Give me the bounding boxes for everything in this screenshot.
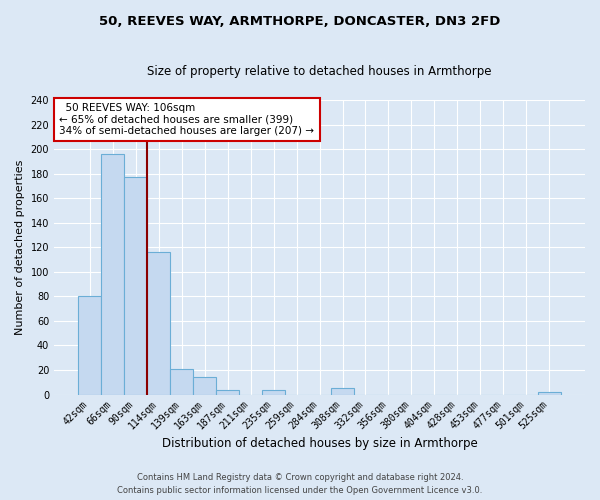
Text: 50 REEVES WAY: 106sqm  
← 65% of detached houses are smaller (399)
34% of semi-d: 50 REEVES WAY: 106sqm ← 65% of detached … bbox=[59, 103, 314, 136]
Y-axis label: Number of detached properties: Number of detached properties bbox=[15, 160, 25, 335]
Bar bbox=[147, 252, 170, 394]
X-axis label: Distribution of detached houses by size in Armthorpe: Distribution of detached houses by size … bbox=[161, 437, 478, 450]
Bar bbox=[216, 390, 239, 394]
Bar bbox=[101, 154, 124, 394]
Bar bbox=[538, 392, 561, 394]
Bar bbox=[78, 296, 101, 394]
Text: Contains HM Land Registry data © Crown copyright and database right 2024.
Contai: Contains HM Land Registry data © Crown c… bbox=[118, 474, 482, 495]
Bar bbox=[124, 178, 147, 394]
Title: Size of property relative to detached houses in Armthorpe: Size of property relative to detached ho… bbox=[147, 65, 492, 78]
Bar bbox=[170, 369, 193, 394]
Bar bbox=[193, 378, 216, 394]
Text: 50, REEVES WAY, ARMTHORPE, DONCASTER, DN3 2FD: 50, REEVES WAY, ARMTHORPE, DONCASTER, DN… bbox=[100, 15, 500, 28]
Bar bbox=[262, 390, 285, 394]
Bar bbox=[331, 388, 354, 394]
